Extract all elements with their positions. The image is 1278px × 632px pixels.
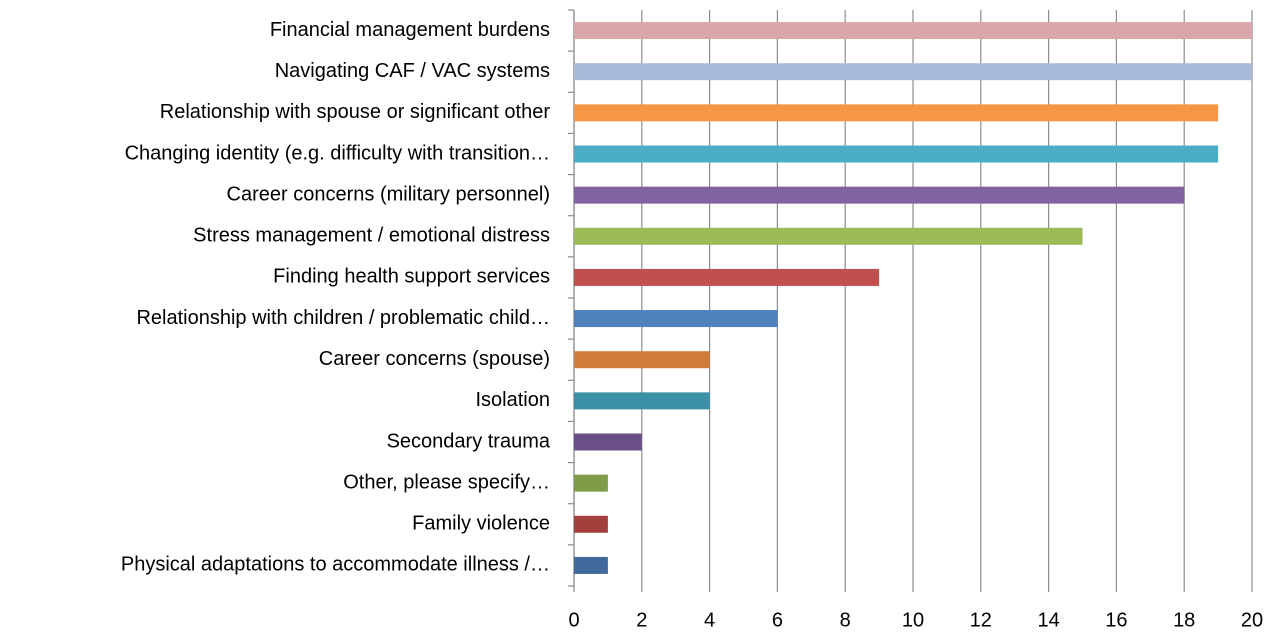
y-tick-label: Secondary trauma — [387, 430, 551, 452]
bar — [574, 186, 1185, 204]
bar — [574, 104, 1219, 122]
bar — [574, 351, 710, 369]
y-tick-label: Finding health support services — [273, 266, 550, 288]
bar — [574, 392, 710, 410]
x-tick-label: 14 — [1037, 609, 1059, 631]
x-tick-label: 18 — [1173, 609, 1195, 631]
bar — [574, 22, 1252, 40]
bar — [574, 433, 642, 451]
bar — [574, 145, 1219, 163]
x-tick-label: 20 — [1241, 609, 1263, 631]
y-tick-label: Relationship with children / problematic… — [136, 307, 550, 329]
x-tick-label: 16 — [1105, 609, 1127, 631]
x-tick-label: 12 — [970, 609, 992, 631]
bar — [574, 227, 1083, 245]
y-tick-label: Isolation — [476, 389, 551, 411]
y-tick-label: Navigating CAF / VAC systems — [275, 60, 550, 82]
y-tick-label: Changing identity (e.g. difficulty with … — [125, 142, 550, 164]
x-tick-label: 4 — [704, 609, 715, 631]
x-tick-label: 8 — [840, 609, 851, 631]
bar — [574, 63, 1252, 81]
bar — [574, 515, 608, 533]
bar — [574, 310, 778, 328]
y-tick-label: Career concerns (spouse) — [319, 348, 550, 370]
y-tick-label: Career concerns (military personnel) — [227, 183, 550, 205]
bar — [574, 268, 880, 286]
x-tick-label: 10 — [902, 609, 924, 631]
bar — [574, 474, 608, 492]
y-tick-label: Physical adaptations to accommodate illn… — [121, 554, 550, 576]
y-tick-label: Relationship with spouse or significant … — [160, 101, 551, 123]
bar — [574, 556, 608, 574]
y-tick-label: Stress management / emotional distress — [193, 225, 550, 247]
y-tick-label: Family violence — [412, 513, 550, 535]
y-tick-label: Other, please specify… — [343, 471, 550, 493]
x-tick-label: 2 — [636, 609, 647, 631]
x-tick-label: 6 — [772, 609, 783, 631]
x-tick-label: 0 — [568, 609, 579, 631]
y-tick-label: Financial management burdens — [270, 19, 550, 41]
